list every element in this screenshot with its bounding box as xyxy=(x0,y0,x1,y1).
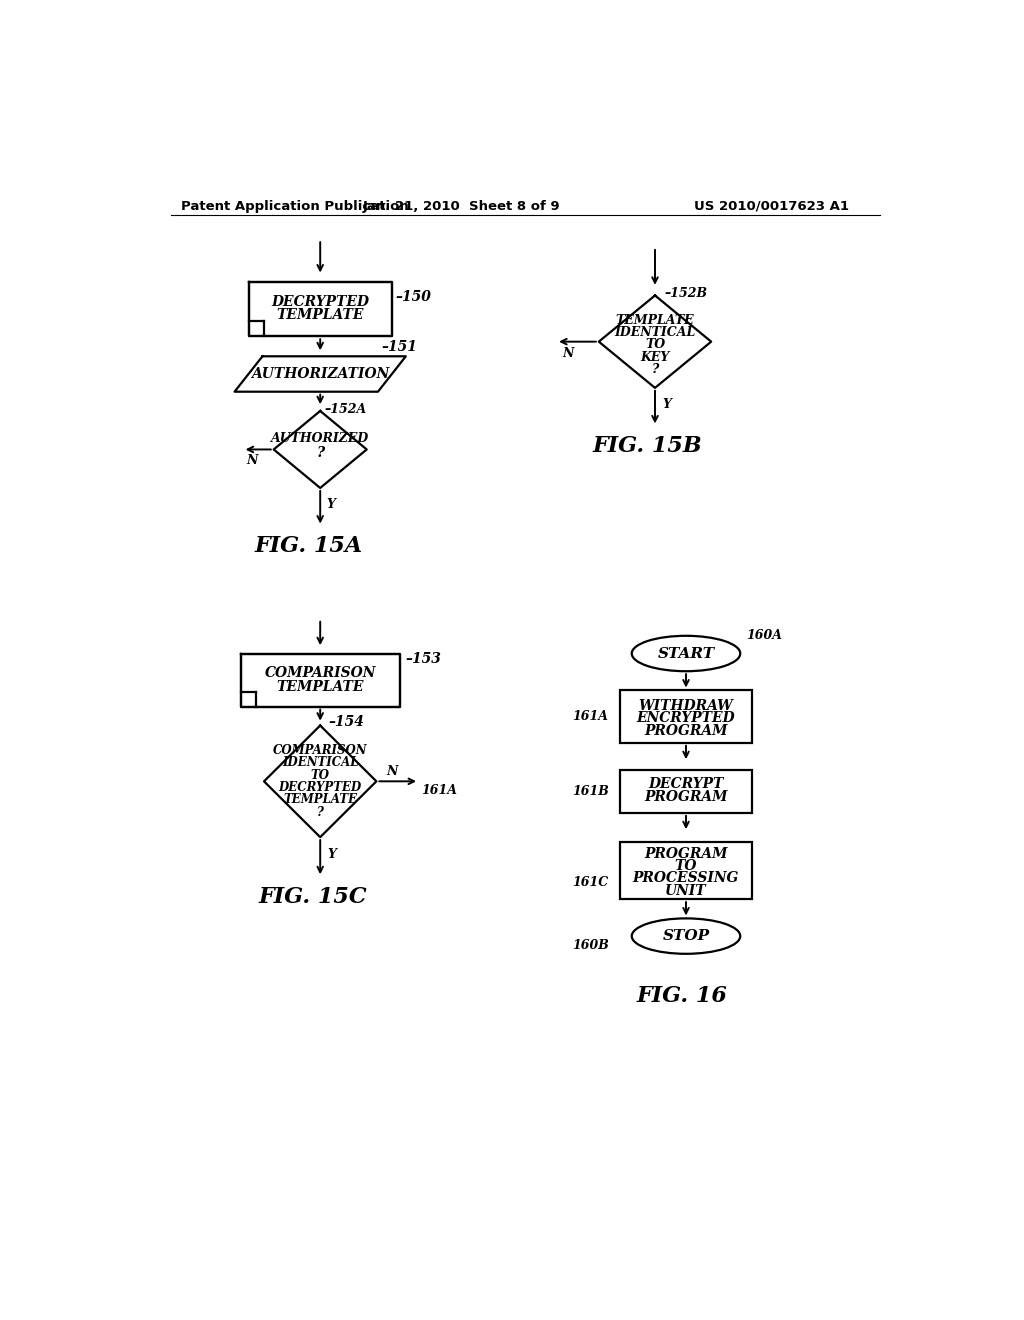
Text: PROGRAM: PROGRAM xyxy=(644,723,728,738)
Text: COMPARISON: COMPARISON xyxy=(264,665,376,680)
Text: US 2010/0017623 A1: US 2010/0017623 A1 xyxy=(693,199,849,213)
Polygon shape xyxy=(249,282,392,337)
Text: START: START xyxy=(657,647,715,660)
Text: –153: –153 xyxy=(406,652,441,665)
Text: DECRYPTED: DECRYPTED xyxy=(271,294,370,309)
Text: 160B: 160B xyxy=(572,939,609,952)
Text: KEY: KEY xyxy=(640,351,670,363)
Text: N: N xyxy=(562,347,573,360)
Text: Patent Application Publication: Patent Application Publication xyxy=(180,199,409,213)
Polygon shape xyxy=(241,655,399,706)
Text: –154: –154 xyxy=(328,714,364,729)
Text: PROGRAM: PROGRAM xyxy=(644,846,728,861)
Text: 161A: 161A xyxy=(421,784,458,797)
Ellipse shape xyxy=(632,636,740,671)
Text: AUTHORIZATION: AUTHORIZATION xyxy=(251,367,389,381)
Polygon shape xyxy=(273,411,367,488)
Text: FIG. 15C: FIG. 15C xyxy=(258,886,367,908)
Text: IDENTICAL: IDENTICAL xyxy=(282,756,358,770)
Text: TO: TO xyxy=(645,338,665,351)
Text: PROCESSING: PROCESSING xyxy=(633,871,739,886)
Text: IDENTICAL: IDENTICAL xyxy=(614,326,695,339)
Text: N: N xyxy=(247,454,258,467)
Text: WITHDRAW: WITHDRAW xyxy=(639,698,733,713)
Text: TO: TO xyxy=(675,859,697,873)
Text: FIG. 15A: FIG. 15A xyxy=(255,535,362,557)
Text: FIG. 16: FIG. 16 xyxy=(637,985,728,1007)
Text: ENCRYPTED: ENCRYPTED xyxy=(637,711,735,725)
Text: TEMPLATE: TEMPLATE xyxy=(276,309,364,322)
Text: Y: Y xyxy=(327,499,335,511)
Text: TEMPLATE: TEMPLATE xyxy=(276,680,364,693)
Text: ?: ? xyxy=(316,446,325,459)
Text: ?: ? xyxy=(316,805,324,818)
Bar xyxy=(621,690,752,743)
Text: DECRYPTED: DECRYPTED xyxy=(279,781,361,795)
Text: Y: Y xyxy=(662,399,671,412)
Text: TEMPLATE: TEMPLATE xyxy=(284,793,357,807)
Text: UNIT: UNIT xyxy=(666,883,707,898)
Text: N: N xyxy=(386,764,397,777)
Text: PROGRAM: PROGRAM xyxy=(644,789,728,804)
Text: STOP: STOP xyxy=(663,929,710,942)
Text: TO: TO xyxy=(310,768,330,781)
Text: 161B: 161B xyxy=(572,785,609,797)
Text: Jan. 21, 2010  Sheet 8 of 9: Jan. 21, 2010 Sheet 8 of 9 xyxy=(362,199,560,213)
Text: 161A: 161A xyxy=(572,710,608,723)
Text: ?: ? xyxy=(651,363,658,376)
Polygon shape xyxy=(234,356,406,392)
Text: AUTHORIZED: AUTHORIZED xyxy=(271,432,370,445)
Text: FIG. 15B: FIG. 15B xyxy=(593,434,702,457)
Text: 160A: 160A xyxy=(746,628,782,642)
Bar xyxy=(621,842,752,899)
Text: –150: –150 xyxy=(395,290,431,304)
Polygon shape xyxy=(264,726,377,837)
Text: COMPARISON: COMPARISON xyxy=(273,744,368,758)
Text: 161C: 161C xyxy=(572,875,608,888)
Bar xyxy=(621,770,752,813)
Ellipse shape xyxy=(632,919,740,954)
Text: TEMPLATE: TEMPLATE xyxy=(615,314,694,326)
Polygon shape xyxy=(599,296,712,388)
Text: Y: Y xyxy=(328,847,336,861)
Text: –152B: –152B xyxy=(665,288,708,301)
Text: –152A: –152A xyxy=(325,403,367,416)
Text: DECRYPT: DECRYPT xyxy=(648,776,724,791)
Text: –151: –151 xyxy=(381,341,417,354)
